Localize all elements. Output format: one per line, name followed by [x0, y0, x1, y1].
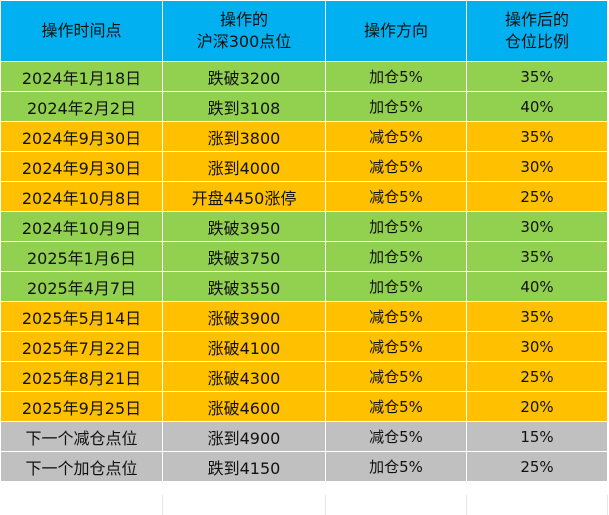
- table-row: 2024年9月30日 涨到3800 减仓5% 35%: [0, 121, 608, 152]
- table-row: 2024年2月2日 跌到3108 加仓5% 40%: [0, 91, 608, 122]
- cell-direction[interactable]: 减仓5%: [325, 361, 467, 392]
- header-position-ratio: 操作后的 仓位比例: [466, 0, 608, 62]
- cell-index-level[interactable]: 涨破4100: [162, 331, 326, 362]
- cell-direction[interactable]: 加仓5%: [325, 91, 467, 122]
- cell-direction[interactable]: 减仓5%: [325, 331, 467, 362]
- cell-time[interactable]: 2025年5月14日: [0, 301, 163, 332]
- cell-direction[interactable]: 加仓5%: [325, 451, 467, 482]
- grid-line: [325, 495, 326, 515]
- cell-position-ratio[interactable]: 40%: [466, 271, 608, 302]
- table-row: 2025年4月7日 跌破3550 加仓5% 40%: [0, 271, 608, 302]
- cell-time[interactable]: 2025年7月22日: [0, 331, 163, 362]
- table-row: 2025年7月22日 涨破4100 减仓5% 30%: [0, 331, 608, 362]
- cell-position-ratio[interactable]: 30%: [466, 151, 608, 182]
- cell-index-level[interactable]: 涨破3900: [162, 301, 326, 332]
- cell-index-level[interactable]: 跌破3550: [162, 271, 326, 302]
- cell-position-ratio[interactable]: 15%: [466, 421, 608, 452]
- grid-line: [607, 495, 608, 515]
- cell-position-ratio[interactable]: 35%: [466, 301, 608, 332]
- header-index-level: 操作的 沪深300点位: [162, 0, 326, 62]
- cell-time[interactable]: 2025年4月7日: [0, 271, 163, 302]
- cell-position-ratio[interactable]: 25%: [466, 361, 608, 392]
- cell-index-level[interactable]: 涨到4900: [162, 421, 326, 452]
- cell-direction[interactable]: 加仓5%: [325, 271, 467, 302]
- table-row: 2024年9月30日 涨到4000 减仓5% 30%: [0, 151, 608, 182]
- cell-index-level[interactable]: 涨破4600: [162, 391, 326, 422]
- cell-time[interactable]: 2024年9月30日: [0, 121, 163, 152]
- cell-position-ratio[interactable]: 35%: [466, 121, 608, 152]
- table-body: 2024年1月18日 跌破3200 加仓5% 35% 2024年2月2日 跌到3108 加仓…: [0, 61, 608, 482]
- table-row: 2025年8月21日 涨破4300 减仓5% 25%: [0, 361, 608, 392]
- cell-time[interactable]: 2025年1月6日: [0, 241, 163, 272]
- cell-direction[interactable]: 减仓5%: [325, 151, 467, 182]
- cell-time[interactable]: 下一个加仓点位: [0, 451, 163, 482]
- cell-time[interactable]: 2024年10月8日: [0, 181, 163, 212]
- cell-time[interactable]: 2024年10月9日: [0, 211, 163, 242]
- table-row: 下一个加仓点位 跌到4150 加仓5% 25%: [0, 451, 608, 482]
- cell-index-level[interactable]: 涨到3800: [162, 121, 326, 152]
- header-row: 操作时间点 操作的 沪深300点位 操作方向 操作后的 仓位比例: [0, 0, 608, 62]
- cell-direction[interactable]: 减仓5%: [325, 181, 467, 212]
- cell-position-ratio[interactable]: 35%: [466, 61, 608, 92]
- cell-index-level[interactable]: 跌到4150: [162, 451, 326, 482]
- cell-index-level[interactable]: 开盘4450涨停: [162, 181, 326, 212]
- cell-position-ratio[interactable]: 25%: [466, 451, 608, 482]
- cell-direction[interactable]: 加仓5%: [325, 211, 467, 242]
- table-row: 2025年9月25日 涨破4600 减仓5% 20%: [0, 391, 608, 422]
- position-operations-table: 操作时间点 操作的 沪深300点位 操作方向 操作后的 仓位比例 2024年1月…: [0, 0, 608, 482]
- cell-index-level[interactable]: 跌破3200: [162, 61, 326, 92]
- table-row: 2024年10月8日 开盘4450涨停 减仓5% 25%: [0, 181, 608, 212]
- grid-line: [162, 495, 163, 515]
- table-row: 2024年1月18日 跌破3200 加仓5% 35%: [0, 61, 608, 92]
- cell-time[interactable]: 2024年2月2日: [0, 91, 163, 122]
- cell-index-level[interactable]: 跌破3950: [162, 211, 326, 242]
- cell-direction[interactable]: 减仓5%: [325, 121, 467, 152]
- cell-position-ratio[interactable]: 30%: [466, 211, 608, 242]
- cell-direction[interactable]: 加仓5%: [325, 241, 467, 272]
- cell-position-ratio[interactable]: 35%: [466, 241, 608, 272]
- cell-time[interactable]: 2025年9月25日: [0, 391, 163, 422]
- grid-line: [466, 495, 467, 515]
- cell-index-level[interactable]: 涨破4300: [162, 361, 326, 392]
- cell-index-level[interactable]: 跌到3108: [162, 91, 326, 122]
- table-row: 2025年5月14日 涨破3900 减仓5% 35%: [0, 301, 608, 332]
- header-time: 操作时间点: [0, 0, 163, 62]
- cell-index-level[interactable]: 涨到4000: [162, 151, 326, 182]
- header-direction: 操作方向: [325, 0, 467, 62]
- cell-direction[interactable]: 加仓5%: [325, 61, 467, 92]
- table-row: 2025年1月6日 跌破3750 加仓5% 35%: [0, 241, 608, 272]
- cell-direction[interactable]: 减仓5%: [325, 391, 467, 422]
- cell-index-level[interactable]: 跌破3750: [162, 241, 326, 272]
- cell-position-ratio[interactable]: 25%: [466, 181, 608, 212]
- cell-position-ratio[interactable]: 20%: [466, 391, 608, 422]
- cell-time[interactable]: 2025年8月21日: [0, 361, 163, 392]
- cell-position-ratio[interactable]: 40%: [466, 91, 608, 122]
- cell-direction[interactable]: 减仓5%: [325, 421, 467, 452]
- cell-time[interactable]: 2024年9月30日: [0, 151, 163, 182]
- table-row: 2024年10月9日 跌破3950 加仓5% 30%: [0, 211, 608, 242]
- cell-position-ratio[interactable]: 30%: [466, 331, 608, 362]
- table-row: 下一个减仓点位 涨到4900 减仓5% 15%: [0, 421, 608, 452]
- cell-time[interactable]: 2024年1月18日: [0, 61, 163, 92]
- cell-time[interactable]: 下一个减仓点位: [0, 421, 163, 452]
- cell-direction[interactable]: 减仓5%: [325, 301, 467, 332]
